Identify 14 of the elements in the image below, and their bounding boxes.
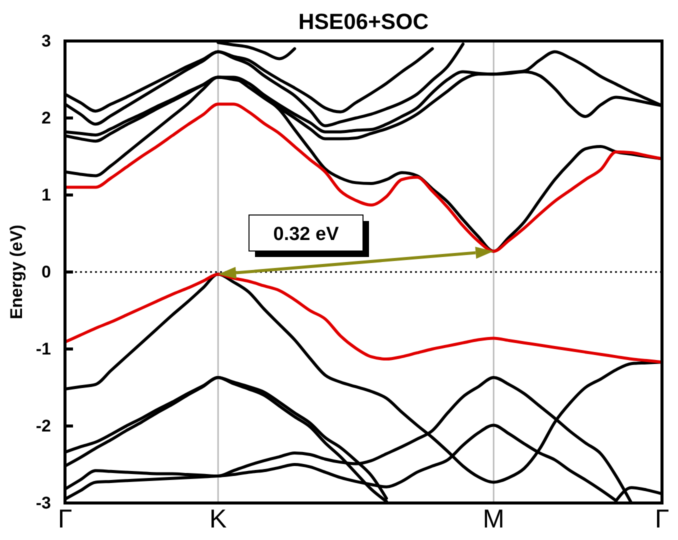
y-tick-label: 0 xyxy=(42,262,51,282)
y-tick-label: 3 xyxy=(42,31,51,50)
x-tick-label: Γ xyxy=(654,503,670,534)
x-tick-label: K xyxy=(209,503,228,534)
y-axis-title: Energy (eV) xyxy=(7,224,26,320)
y-tick-label: -2 xyxy=(36,416,51,436)
x-tick-label: M xyxy=(482,503,504,534)
x-tick-label: Γ xyxy=(58,503,72,534)
y-tick-label: 1 xyxy=(42,185,51,204)
annotation: 0.32 eV xyxy=(273,224,340,245)
y-tick-label: 2 xyxy=(42,108,51,128)
y-tick-label: -3 xyxy=(36,493,51,512)
chart-title: HSE06+SOC xyxy=(298,9,429,34)
y-tick-label: -1 xyxy=(36,339,51,358)
